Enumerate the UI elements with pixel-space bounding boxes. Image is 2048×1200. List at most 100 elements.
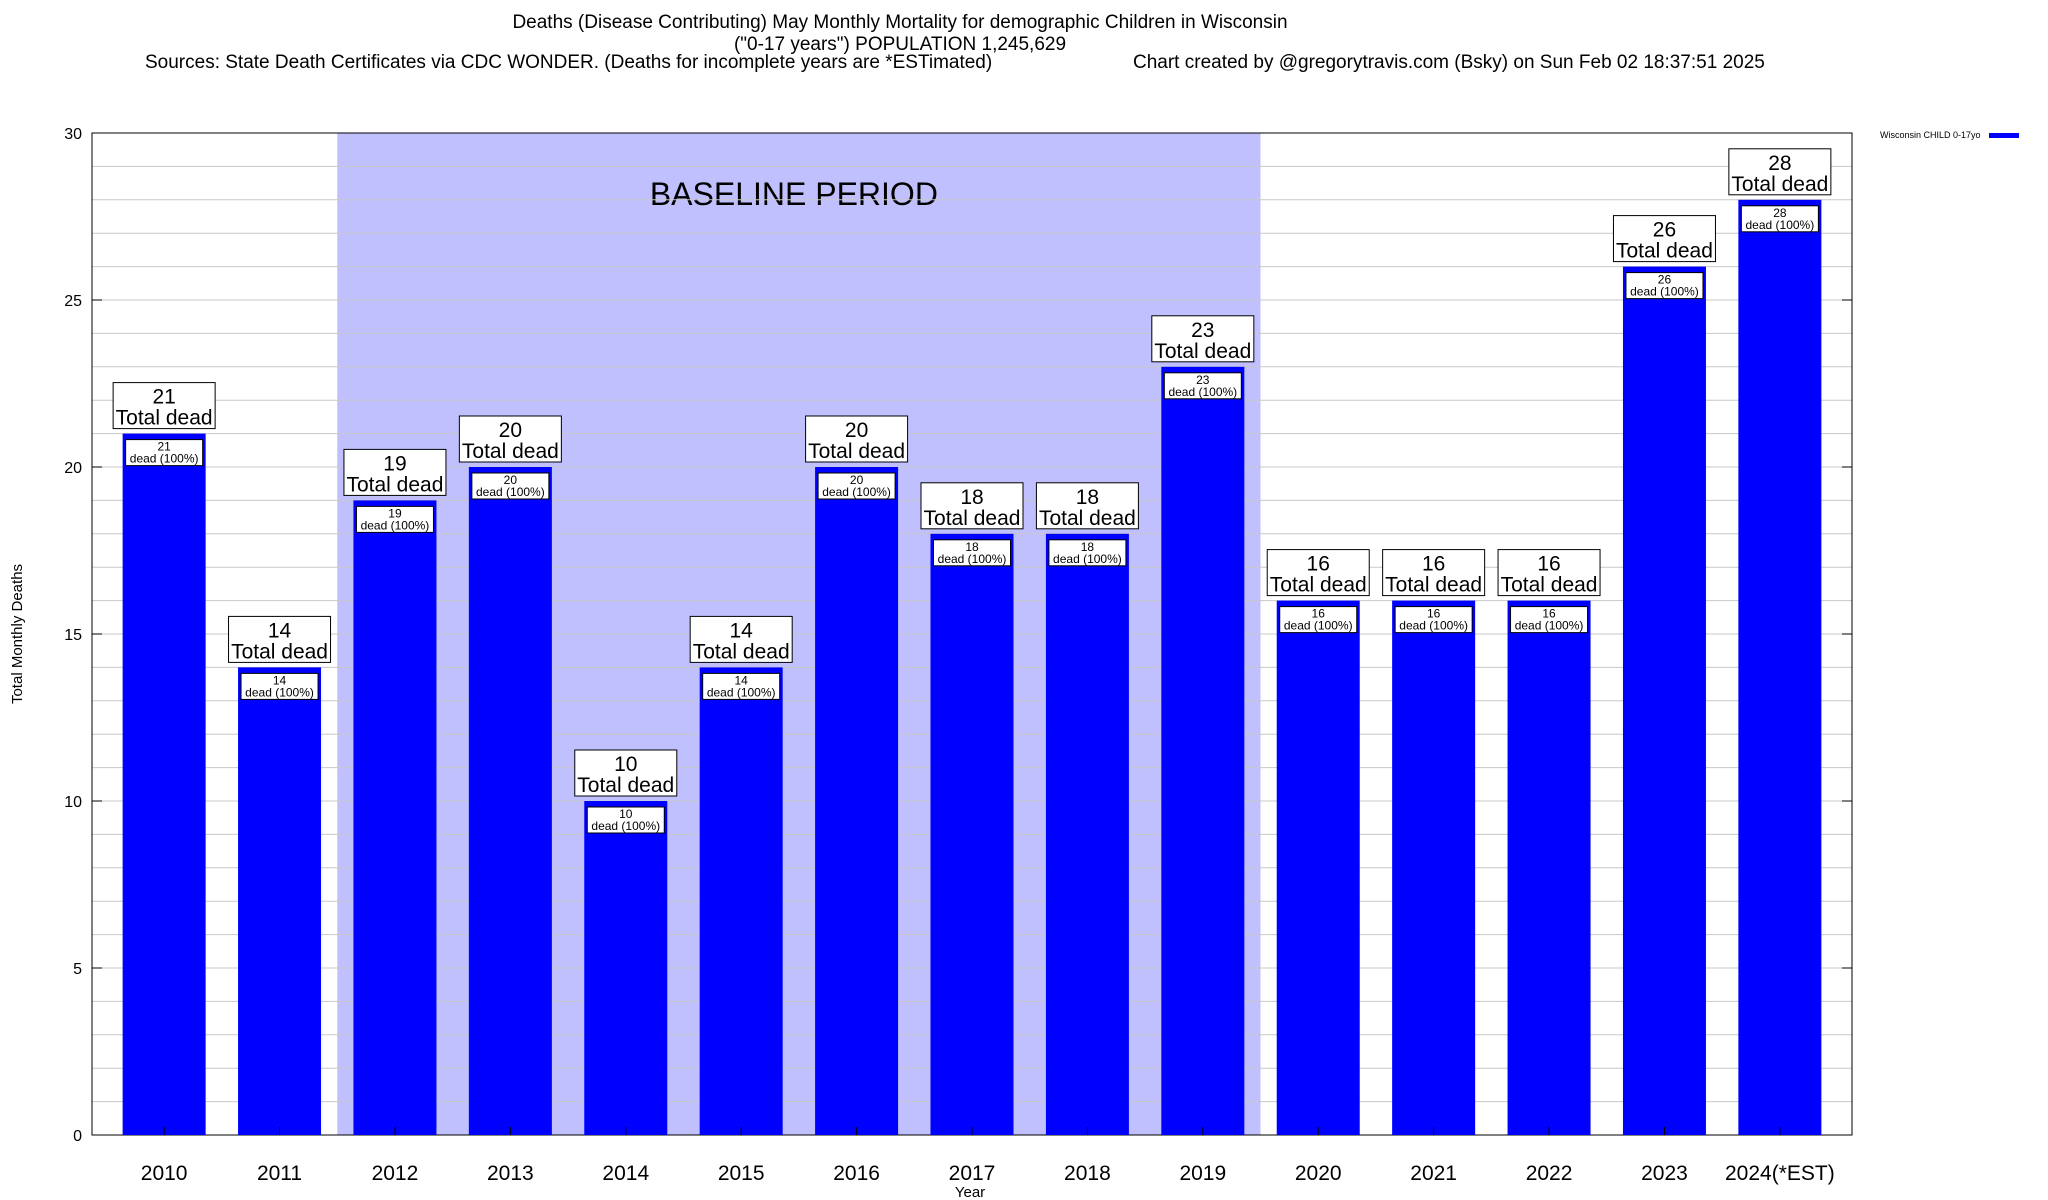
total-value-label: 16 <box>1307 553 1330 576</box>
bar <box>699 667 783 1135</box>
bar <box>353 500 437 1135</box>
bar-inner-label-box <box>1510 606 1589 634</box>
bar <box>122 433 206 1136</box>
bar-inner-value: 10 <box>619 807 633 821</box>
total-value-label: 16 <box>1537 553 1560 576</box>
bar <box>1045 533 1129 1135</box>
x-tick-label: 2021 <box>1410 1162 1457 1185</box>
credit-note: Chart created by @gregorytravis.com (Bsk… <box>1133 52 1765 73</box>
bar <box>468 467 552 1135</box>
bar-inner-label: dead (100%) <box>1168 385 1237 399</box>
total-value-label: 10 <box>614 753 637 776</box>
bar <box>584 801 668 1135</box>
bar-inner-value: 18 <box>1081 540 1095 554</box>
bar-inner-label: dead (100%) <box>938 552 1007 566</box>
bar-inner-label-box <box>933 539 1011 567</box>
total-dead-label: Total dead <box>1154 340 1251 363</box>
legend: Wisconsin CHILD 0-17yo <box>1880 130 2019 140</box>
y-tick-label: 20 <box>64 460 82 477</box>
x-tick-label: 2014 <box>602 1162 649 1185</box>
total-label-box <box>920 482 1024 530</box>
total-dead-label: Total dead <box>924 507 1021 530</box>
total-dead-label: Total dead <box>1616 240 1713 263</box>
bar-inner-value: 26 <box>1658 273 1672 287</box>
x-tick-label: 2015 <box>718 1162 765 1185</box>
total-label-box <box>689 615 793 663</box>
bar-inner-label: dead (100%) <box>1053 552 1122 566</box>
bar-inner-value: 28 <box>1773 206 1787 220</box>
total-dead-label: Total dead <box>1731 173 1828 196</box>
x-tick-label: 2018 <box>1064 1162 1111 1185</box>
total-value-label: 26 <box>1653 219 1676 242</box>
y-tick-label: 5 <box>73 961 82 978</box>
x-tick-label: 2022 <box>1526 1162 1573 1185</box>
bar-inner-value: 16 <box>1542 607 1556 621</box>
x-tick-label: 2011 <box>257 1162 302 1185</box>
total-label-box <box>1151 315 1255 363</box>
bar-inner-value: 16 <box>1427 607 1441 621</box>
total-label-box <box>112 382 216 430</box>
bar-inner-value: 19 <box>388 506 402 520</box>
bar <box>1161 366 1245 1135</box>
chart-title: Deaths (Disease Contributing) May Monthl… <box>0 12 1800 56</box>
bar-inner-label-box <box>1048 539 1127 567</box>
total-dead-label: Total dead <box>808 440 905 463</box>
total-value-label: 18 <box>960 486 983 509</box>
bar-inner-label-box <box>1740 205 1819 233</box>
total-dead-label: Total dead <box>1270 574 1367 597</box>
total-value-label: 14 <box>730 619 754 642</box>
bar-inner-label: dead (100%) <box>1399 619 1468 633</box>
bar-inner-label-box <box>817 472 896 500</box>
y-tick-label: 15 <box>64 627 82 644</box>
x-tick-label: 2013 <box>487 1162 534 1185</box>
bar-inner-label-box <box>125 439 204 467</box>
y-tick-label: 30 <box>64 126 82 143</box>
bar-inner-label-box <box>1394 606 1473 634</box>
total-label-box <box>228 615 332 663</box>
bar-inner-label-box <box>471 472 550 500</box>
bar-inner-value: 14 <box>735 673 749 687</box>
bar-inner-label: dead (100%) <box>1746 218 1815 232</box>
sources-note: Sources: State Death Certificates via CD… <box>145 52 993 73</box>
bar <box>1738 199 1822 1136</box>
title-line-2: ("0-17 years") POPULATION 1,245,629 <box>733 34 1067 55</box>
x-tick-label: 2012 <box>372 1162 419 1185</box>
total-label-box <box>574 749 678 797</box>
x-tick-label: 2017 <box>949 1162 996 1185</box>
total-dead-label: Total dead <box>1385 574 1482 597</box>
bar-inner-label: dead (100%) <box>707 685 776 699</box>
total-value-label: 23 <box>1191 319 1214 342</box>
total-dead-label: Total dead <box>1039 507 1136 530</box>
total-value-label: 20 <box>499 419 522 442</box>
bar-inner-label: dead (100%) <box>476 485 545 499</box>
bar-inner-value: 14 <box>273 673 287 687</box>
total-label-box <box>343 448 447 496</box>
total-dead-label: Total dead <box>231 640 328 663</box>
bar-inner-label: dead (100%) <box>245 685 314 699</box>
total-value-label: 21 <box>152 386 175 409</box>
bar <box>1392 600 1476 1135</box>
y-axis-label: Total Monthly Deaths <box>9 564 26 704</box>
total-label-box <box>1035 482 1139 530</box>
total-label-box <box>1612 215 1716 263</box>
bar-inner-value: 20 <box>850 473 864 487</box>
x-tick-label: 2024(*EST) <box>1725 1162 1835 1185</box>
x-tick-label: 2019 <box>1179 1162 1226 1185</box>
bar-inner-label-box <box>355 505 434 533</box>
bar-inner-label-box <box>1279 606 1358 634</box>
bar-inner-label-box <box>1625 272 1704 300</box>
total-value-label: 20 <box>845 419 868 442</box>
bar-inner-label: dead (100%) <box>130 452 199 466</box>
total-label-box <box>1497 549 1601 597</box>
bar-inner-value: 18 <box>965 540 979 554</box>
total-dead-label: Total dead <box>462 440 559 463</box>
bar-inner-label-box <box>586 806 665 834</box>
x-tick-label: 2016 <box>833 1162 880 1185</box>
total-label-box <box>1382 549 1486 597</box>
total-dead-label: Total dead <box>577 774 674 797</box>
total-dead-label: Total dead <box>1501 574 1598 597</box>
x-tick-label: 2023 <box>1641 1162 1688 1185</box>
legend-swatch <box>1988 133 2019 139</box>
x-axis-label: Year <box>955 1184 985 1200</box>
